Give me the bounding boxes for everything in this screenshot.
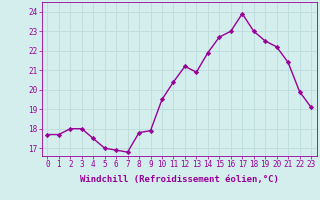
X-axis label: Windchill (Refroidissement éolien,°C): Windchill (Refroidissement éolien,°C)	[80, 175, 279, 184]
